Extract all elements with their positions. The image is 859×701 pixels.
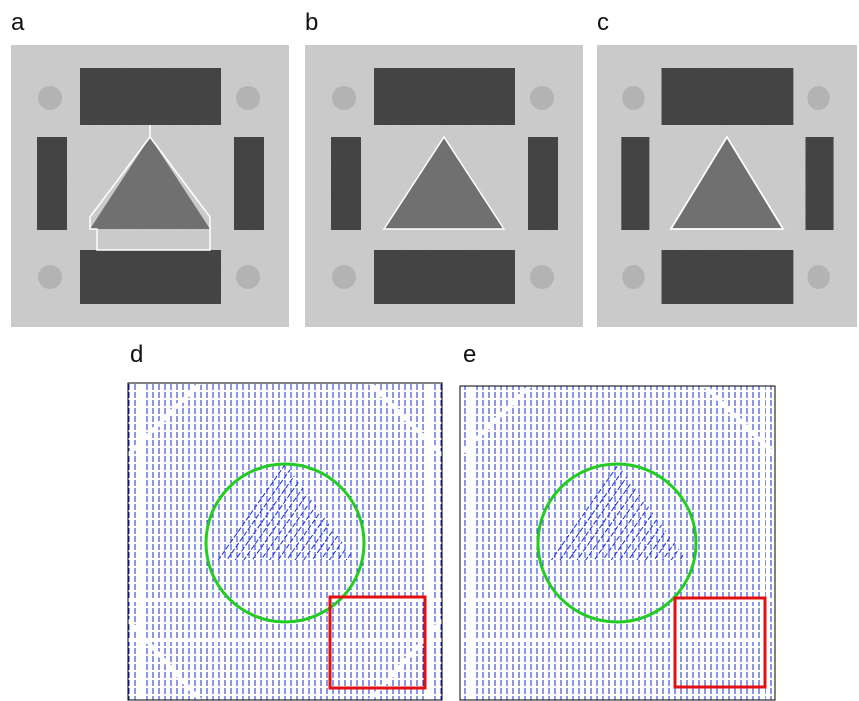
figure: a b c d e (0, 0, 859, 701)
panel-label: a (11, 9, 25, 36)
panel-b (305, 45, 583, 327)
panel-d (128, 383, 442, 700)
panel-label: e (463, 341, 476, 368)
panel-label: d (130, 341, 143, 368)
panel-a (11, 45, 289, 327)
panel-label: c (597, 9, 609, 36)
panel-c (597, 45, 857, 327)
panel-e (460, 386, 775, 700)
panel-label: b (305, 9, 318, 36)
page: a b c d e (0, 0, 859, 701)
